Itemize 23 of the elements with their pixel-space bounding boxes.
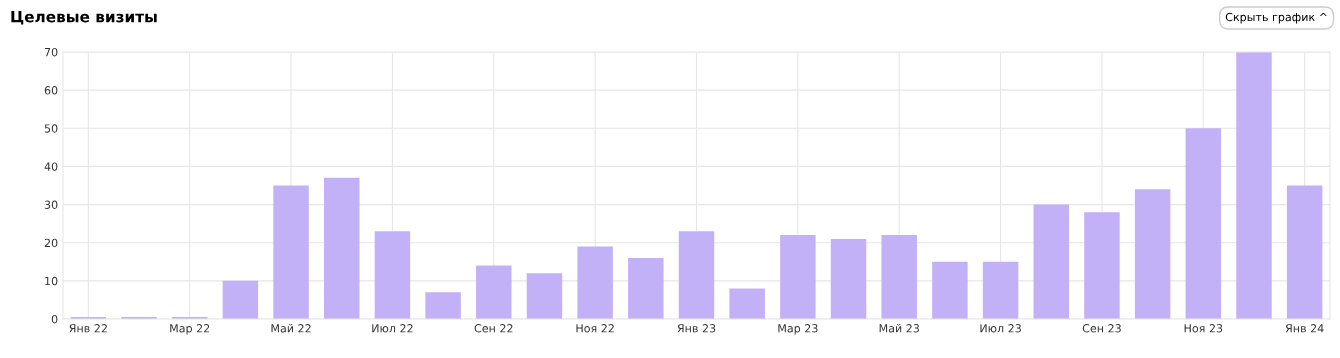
x-tick-label: Янв 23: [677, 324, 716, 333]
x-tick-label: Янв 24: [1285, 324, 1324, 333]
text: Скрыть график ^: [1225, 12, 1327, 24]
x-tick-label: Июл 22: [372, 324, 413, 333]
y-tick-label: 20: [44, 238, 58, 248]
x-tick-label: Июл 23: [980, 324, 1021, 333]
chart-title: Целевые визиты: [11, 11, 157, 25]
x-tick-label: Мар 22: [170, 324, 210, 335]
x-tick-label: Май 22: [271, 323, 311, 333]
y-tick-label: 30: [44, 200, 58, 209]
x-tick-label: Мар 23: [778, 324, 818, 335]
x-tick-label: Янв 22: [69, 324, 107, 333]
y-tick-label: 40: [44, 162, 58, 171]
y-tick-label: 10: [45, 276, 58, 286]
y-tick-label: 60: [44, 86, 58, 95]
x-tick-label: Сен 22: [474, 324, 513, 333]
x-tick-label: Ноя 22: [576, 324, 614, 333]
x-tick-label: Май 23: [879, 323, 919, 333]
x-tick-label: Ноя 23: [1184, 324, 1223, 333]
y-tick-label: 50: [44, 124, 58, 133]
x-tick-label: Сен 23: [1082, 324, 1121, 333]
y-tick-label: 0: [51, 314, 58, 324]
y-tick-label: 70: [44, 47, 58, 57]
